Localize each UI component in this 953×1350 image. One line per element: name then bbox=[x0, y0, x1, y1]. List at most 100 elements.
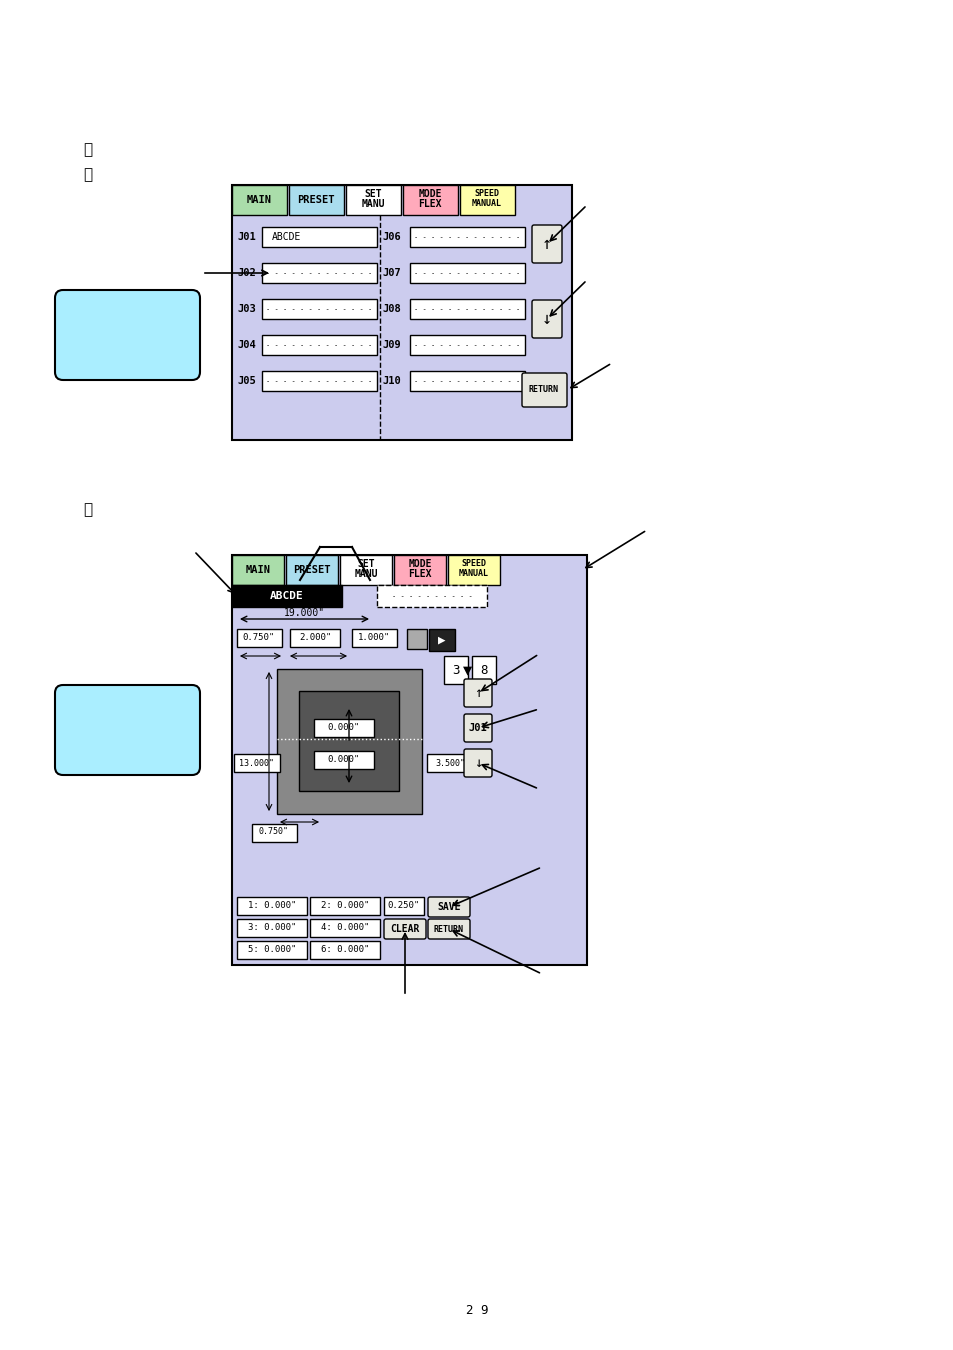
Text: ①: ① bbox=[83, 143, 92, 158]
FancyBboxPatch shape bbox=[521, 373, 566, 406]
Bar bbox=[410, 335, 524, 355]
Text: ↑: ↑ bbox=[541, 235, 552, 252]
Bar bbox=[314, 751, 374, 769]
Bar bbox=[310, 919, 379, 937]
Bar bbox=[262, 335, 376, 355]
Text: 5: 0.000": 5: 0.000" bbox=[248, 945, 295, 954]
Bar bbox=[448, 555, 499, 585]
Bar bbox=[236, 629, 282, 647]
Bar bbox=[384, 896, 423, 915]
Text: RETURN: RETURN bbox=[434, 925, 463, 933]
Bar bbox=[472, 656, 496, 684]
Bar bbox=[443, 656, 468, 684]
FancyBboxPatch shape bbox=[55, 290, 200, 379]
FancyBboxPatch shape bbox=[463, 714, 492, 743]
FancyBboxPatch shape bbox=[428, 919, 470, 940]
Text: 1: 0.000": 1: 0.000" bbox=[248, 902, 295, 910]
Text: J04: J04 bbox=[237, 340, 256, 350]
Text: ↓: ↓ bbox=[541, 310, 552, 328]
Text: - - - - - - - - - - - - -: - - - - - - - - - - - - - bbox=[414, 234, 520, 240]
Bar bbox=[429, 629, 455, 651]
Text: - - - - - - - - - - - - -: - - - - - - - - - - - - - bbox=[414, 270, 520, 275]
Bar bbox=[352, 629, 396, 647]
Text: - - - - - - - - - - - - -: - - - - - - - - - - - - - bbox=[414, 342, 520, 348]
Text: 3.500": 3.500" bbox=[435, 759, 464, 768]
Bar bbox=[276, 670, 421, 814]
Text: - - - - - - - - - - - - -: - - - - - - - - - - - - - bbox=[266, 306, 373, 312]
Text: 2.000": 2.000" bbox=[298, 633, 331, 643]
Bar bbox=[252, 824, 296, 842]
Text: J06: J06 bbox=[382, 232, 401, 242]
Bar bbox=[232, 185, 287, 215]
Text: 4: 0.000": 4: 0.000" bbox=[320, 923, 369, 933]
Text: J01: J01 bbox=[468, 724, 487, 733]
Text: J07: J07 bbox=[382, 269, 401, 278]
Bar bbox=[427, 755, 473, 772]
Text: MANU: MANU bbox=[361, 198, 384, 209]
Text: ↑: ↑ bbox=[474, 686, 481, 701]
Bar bbox=[232, 585, 341, 608]
Text: J05: J05 bbox=[237, 377, 256, 386]
Text: J10: J10 bbox=[382, 377, 401, 386]
Bar bbox=[410, 371, 524, 392]
Text: - - - - - - - - - - - - -: - - - - - - - - - - - - - bbox=[414, 306, 520, 312]
Text: SPEED: SPEED bbox=[474, 189, 499, 198]
Text: MODE: MODE bbox=[408, 559, 432, 568]
Text: MODE: MODE bbox=[417, 189, 441, 198]
Text: MAIN: MAIN bbox=[246, 194, 272, 205]
Bar bbox=[298, 691, 398, 791]
Bar bbox=[232, 185, 572, 440]
Text: FLEX: FLEX bbox=[417, 198, 441, 209]
Text: 0.250": 0.250" bbox=[388, 902, 419, 910]
Text: 3: 0.000": 3: 0.000" bbox=[248, 923, 295, 933]
Bar bbox=[262, 263, 376, 284]
Bar bbox=[410, 263, 524, 284]
Text: 0.000": 0.000" bbox=[328, 724, 359, 733]
Bar bbox=[376, 585, 486, 608]
Bar bbox=[310, 896, 379, 915]
Bar bbox=[262, 371, 376, 392]
Text: ③: ③ bbox=[83, 502, 92, 517]
Text: ABCDE: ABCDE bbox=[272, 232, 301, 242]
Text: CLEAR: CLEAR bbox=[390, 923, 419, 934]
Text: - - - - - - - - - -: - - - - - - - - - - bbox=[392, 593, 472, 599]
Text: J02: J02 bbox=[237, 269, 256, 278]
FancyBboxPatch shape bbox=[384, 919, 426, 940]
FancyBboxPatch shape bbox=[428, 896, 470, 917]
Bar bbox=[232, 555, 284, 585]
Text: ▼: ▼ bbox=[463, 663, 472, 678]
Text: 1.000": 1.000" bbox=[357, 633, 390, 643]
Bar bbox=[236, 941, 307, 958]
Text: 2: 0.000": 2: 0.000" bbox=[320, 902, 369, 910]
Bar bbox=[346, 185, 400, 215]
Text: SPEED: SPEED bbox=[461, 559, 486, 568]
FancyBboxPatch shape bbox=[463, 679, 492, 707]
FancyBboxPatch shape bbox=[463, 749, 492, 778]
Text: 0.000": 0.000" bbox=[328, 756, 359, 764]
Bar bbox=[262, 227, 376, 247]
FancyBboxPatch shape bbox=[55, 684, 200, 775]
Text: - - - - - - - - - - - - -: - - - - - - - - - - - - - bbox=[266, 342, 373, 348]
Text: 2 9: 2 9 bbox=[465, 1304, 488, 1316]
Bar bbox=[236, 896, 307, 915]
Text: - - - - - - - - - - - - -: - - - - - - - - - - - - - bbox=[266, 270, 373, 275]
Text: SET: SET bbox=[356, 559, 375, 568]
Bar bbox=[339, 555, 392, 585]
Text: SET: SET bbox=[364, 189, 381, 198]
Text: ②: ② bbox=[83, 167, 92, 182]
Bar bbox=[410, 298, 524, 319]
Text: FLEX: FLEX bbox=[408, 568, 432, 579]
Bar bbox=[410, 227, 524, 247]
Bar bbox=[310, 941, 379, 958]
Bar bbox=[314, 720, 374, 737]
Text: ▶: ▶ bbox=[437, 633, 445, 647]
Text: MAIN: MAIN bbox=[245, 566, 271, 575]
Text: 6: 0.000": 6: 0.000" bbox=[320, 945, 369, 954]
Bar bbox=[402, 185, 457, 215]
Text: 3: 3 bbox=[452, 663, 459, 676]
Bar bbox=[262, 298, 376, 319]
Text: ↓: ↓ bbox=[474, 756, 481, 770]
Text: MANUAL: MANUAL bbox=[472, 200, 501, 208]
Text: PRESET: PRESET bbox=[293, 566, 331, 575]
Text: ABCDE: ABCDE bbox=[270, 591, 304, 601]
